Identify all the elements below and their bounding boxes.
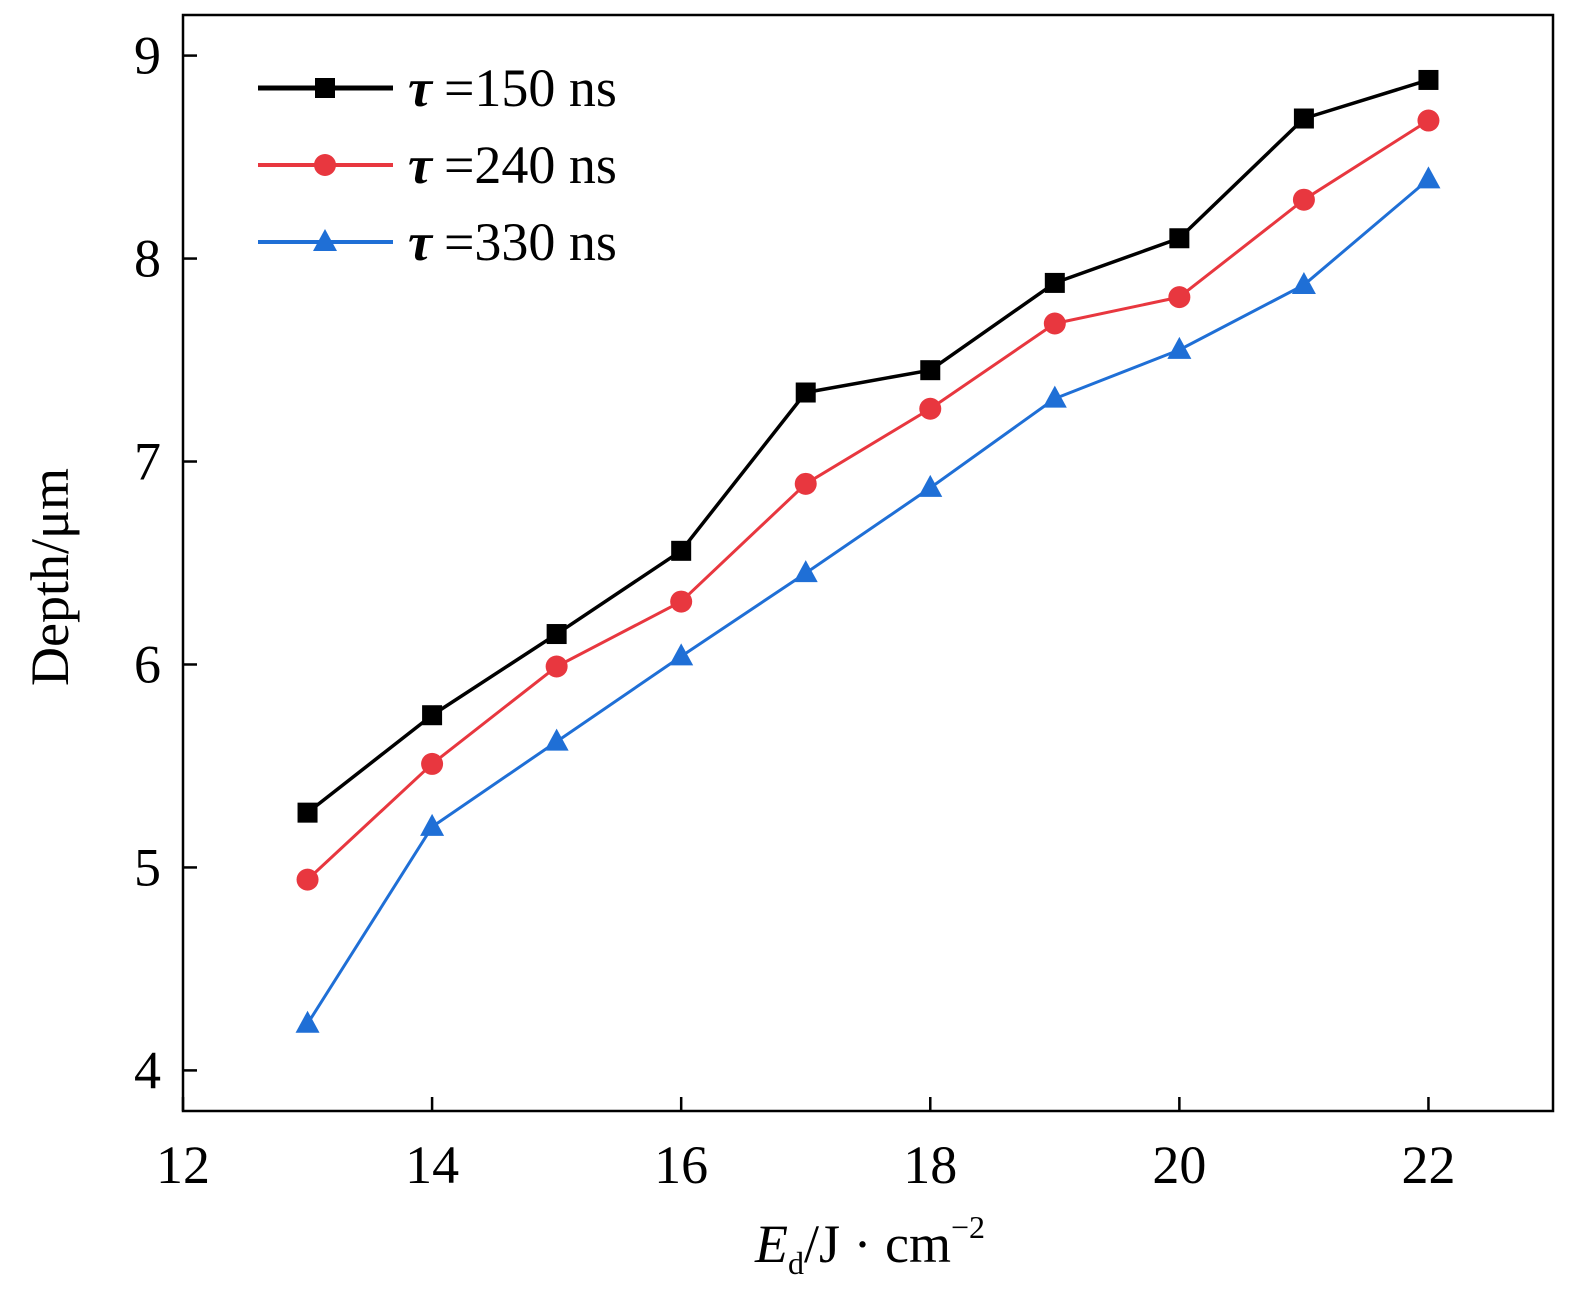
legend-name: =330 ns bbox=[444, 212, 617, 272]
data-point bbox=[670, 590, 693, 613]
data-point bbox=[1291, 271, 1316, 294]
series-1 bbox=[296, 109, 1440, 891]
legend-symbol: τ bbox=[408, 58, 434, 118]
y-tick-label: 8 bbox=[134, 229, 161, 289]
data-point bbox=[297, 802, 318, 823]
data-point bbox=[669, 643, 694, 666]
data-point bbox=[671, 540, 692, 561]
legend-marker bbox=[315, 78, 335, 98]
legend-item-0: τ =150 ns bbox=[258, 58, 617, 118]
series-line bbox=[306, 119, 1430, 881]
data-point bbox=[1044, 272, 1065, 293]
legend-label: τ =240 ns bbox=[408, 135, 617, 195]
legend-item-1: τ =240 ns bbox=[258, 135, 617, 195]
plot-frame bbox=[181, 13, 1555, 1113]
data-point bbox=[919, 397, 942, 420]
x-axis-title: Ed/J · cm−2 bbox=[754, 1209, 985, 1281]
axis-ticks: 12 14 16 18 20 22 4 5 6 7 8 9 bbox=[134, 26, 1455, 1195]
data-point bbox=[1416, 166, 1441, 189]
x-tick-label: 12 bbox=[156, 1135, 210, 1195]
series-line bbox=[306, 178, 1430, 1025]
legend-name: =150 ns bbox=[444, 58, 617, 118]
y-tick-label: 9 bbox=[134, 26, 161, 86]
legend-symbol: τ bbox=[408, 212, 434, 272]
series-0 bbox=[297, 69, 1439, 823]
data-point bbox=[1293, 108, 1314, 129]
x-axis-title-rest: /J · cm bbox=[804, 1214, 951, 1274]
data-point bbox=[296, 868, 319, 891]
legend-name: =240 ns bbox=[444, 135, 617, 195]
series-2 bbox=[295, 166, 1441, 1033]
data-point bbox=[1418, 69, 1439, 90]
data-point bbox=[422, 705, 443, 726]
data-point bbox=[295, 1010, 320, 1033]
legend-marker bbox=[313, 229, 337, 251]
legend-label: τ =330 ns bbox=[408, 212, 617, 272]
x-axis-title-main: E bbox=[754, 1214, 788, 1274]
data-point bbox=[1169, 228, 1190, 249]
legend-item-2: τ =330 ns bbox=[258, 212, 617, 272]
x-tick-label: 16 bbox=[654, 1135, 708, 1195]
x-tick-label: 22 bbox=[1401, 1135, 1455, 1195]
data-point bbox=[1417, 109, 1440, 132]
legend-symbol: τ bbox=[408, 135, 434, 195]
data-point bbox=[421, 752, 444, 775]
data-point bbox=[1292, 188, 1315, 211]
y-axis-title: Depth/μm bbox=[20, 468, 80, 686]
x-axis-title-sup: −2 bbox=[951, 1209, 985, 1245]
legend-marker bbox=[314, 154, 336, 176]
data-point bbox=[1167, 336, 1192, 359]
data-point bbox=[1042, 385, 1067, 408]
data-point bbox=[794, 472, 817, 495]
data-point bbox=[545, 655, 568, 678]
data-point bbox=[544, 728, 569, 751]
x-tick-label: 18 bbox=[903, 1135, 957, 1195]
data-point bbox=[546, 624, 567, 645]
legend: τ =150 nsτ =240 nsτ =330 ns bbox=[258, 58, 617, 272]
data-point bbox=[420, 813, 445, 836]
data-point bbox=[918, 474, 943, 497]
series-line bbox=[306, 78, 1429, 815]
x-tick-label: 20 bbox=[1152, 1135, 1206, 1195]
legend-label: τ =150 ns bbox=[408, 58, 617, 118]
y-tick-label: 6 bbox=[134, 634, 161, 694]
y-tick-label: 4 bbox=[134, 1040, 161, 1100]
data-point bbox=[795, 382, 816, 403]
data-point bbox=[1168, 286, 1191, 309]
series-layer bbox=[295, 69, 1441, 1033]
y-tick-label: 5 bbox=[134, 837, 161, 897]
x-tick-label: 14 bbox=[405, 1135, 459, 1195]
x-axis-title-sub: d bbox=[788, 1245, 804, 1281]
data-point bbox=[920, 360, 941, 381]
y-tick-label: 7 bbox=[134, 432, 161, 492]
data-point bbox=[1043, 312, 1066, 335]
data-point bbox=[793, 560, 818, 583]
